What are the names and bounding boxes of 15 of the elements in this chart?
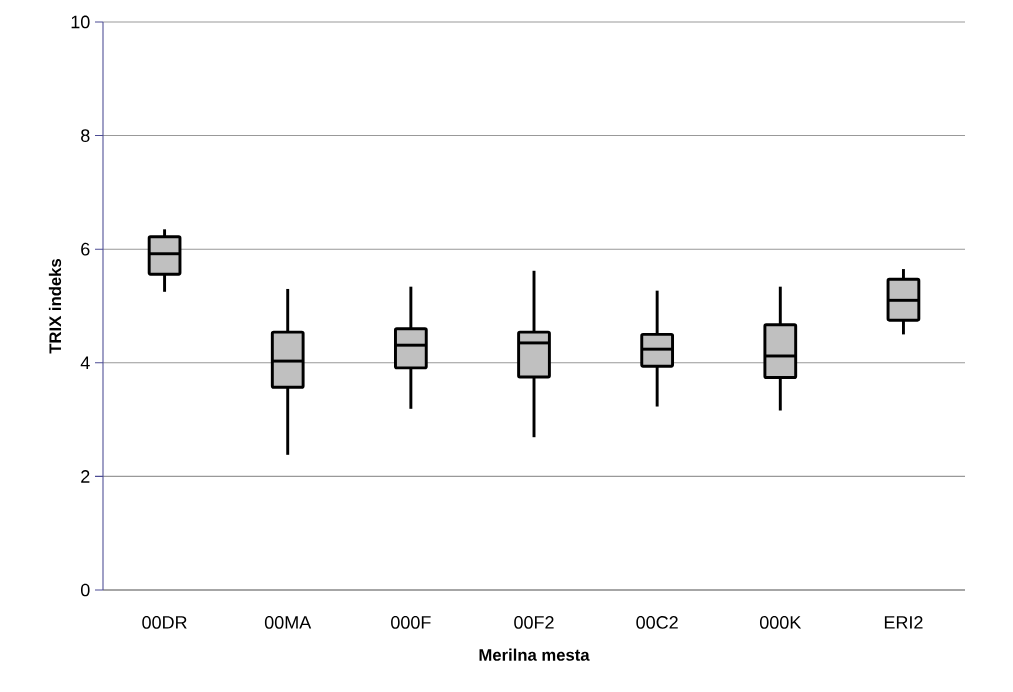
y-tick-label: 0 <box>80 583 90 597</box>
x-tick-label: 000F <box>391 616 431 629</box>
x-tick-label: 00DR <box>142 616 187 629</box>
x-tick-label: 000K <box>759 616 802 629</box>
x-tick-label: ERI2 <box>884 616 923 629</box>
y-tick-label: 8 <box>81 129 90 142</box>
x-tick-label: 00C2 <box>636 616 678 629</box>
y-tick-label: 2 <box>81 470 90 483</box>
y-axis-title: TRIX indeks <box>48 258 62 354</box>
y-tick-label: 10 <box>71 15 90 29</box>
x-tick-label: 00F2 <box>514 616 554 629</box>
x-axis-title: Merilna mesta <box>479 648 590 661</box>
x-tick-label: 00MA <box>264 616 312 629</box>
y-tick-label: 6 <box>81 242 90 256</box>
y-tick-label: 4 <box>80 356 90 369</box>
